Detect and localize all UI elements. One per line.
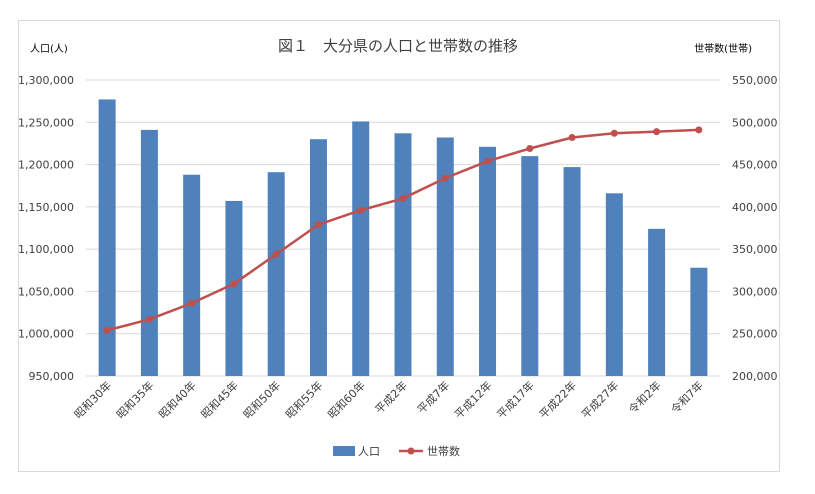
household-point xyxy=(568,134,576,142)
household-point xyxy=(484,157,492,165)
household-point xyxy=(357,206,365,214)
household-point xyxy=(610,129,618,137)
x-axis-ticks: 昭和30年 昭和35年 昭和40年 昭和45年 昭和50年 昭和55年 昭和60年 平成2年平… xyxy=(71,378,706,421)
y-tick-label: 1,250,000 xyxy=(18,116,74,129)
x-tick-label: 平成22年 xyxy=(536,378,579,421)
household-point xyxy=(188,299,196,307)
y2-axis-title: 世帯数(世帯) xyxy=(694,42,752,55)
x-tick-label: 昭和30年 xyxy=(71,378,114,421)
y-axis-ticks: 950,000 1,000,000 1,050,000 1,100,000 1,150,… xyxy=(18,74,74,383)
x-tick-label: 平成12年 xyxy=(452,378,495,421)
y2-tick-label: 250,000 xyxy=(732,328,778,341)
y2-tick-label: 400,000 xyxy=(732,201,778,214)
y2-tick-label: 350,000 xyxy=(732,243,778,256)
y-tick-label: 1,300,000 xyxy=(18,74,74,87)
population-bar xyxy=(436,137,454,376)
x-tick-label: 昭和40年 xyxy=(156,378,199,421)
y-tick-label: 1,050,000 xyxy=(18,285,74,298)
x-tick-label: 令和7年 xyxy=(668,378,706,416)
x-tick-label: 平成7年 xyxy=(414,378,452,416)
y-tick-label: 1,200,000 xyxy=(18,159,74,172)
population-bar xyxy=(309,139,327,376)
population-bar xyxy=(605,193,623,376)
x-tick-label: 平成27年 xyxy=(578,378,621,421)
household-point xyxy=(695,126,703,134)
household-point xyxy=(441,174,449,182)
x-tick-label: 令和2年 xyxy=(626,378,664,416)
y2-tick-label: 200,000 xyxy=(732,370,778,383)
x-tick-label: 昭和35年 xyxy=(113,378,156,421)
legend: 人口 世帯数 xyxy=(333,445,460,458)
household-point xyxy=(272,250,280,258)
legend-household-marker xyxy=(407,447,415,455)
household-point xyxy=(653,128,661,136)
population-bar xyxy=(352,121,370,376)
population-bar xyxy=(479,146,497,376)
legend-population-label: 人口 xyxy=(358,445,380,458)
household-point xyxy=(314,221,322,229)
household-line xyxy=(103,126,703,334)
x-tick-label: 昭和45年 xyxy=(198,378,241,421)
x-tick-label: 昭和60年 xyxy=(325,378,368,421)
household-point xyxy=(399,194,407,202)
x-tick-label: 平成2年 xyxy=(372,378,410,416)
legend-population-swatch xyxy=(333,446,355,456)
population-bar xyxy=(267,172,285,376)
y2-tick-label: 500,000 xyxy=(732,116,778,129)
y-tick-label: 1,100,000 xyxy=(18,243,74,256)
y2-axis-ticks: 200,000 250,000 300,000 350,000 400,000 450,0… xyxy=(732,74,778,383)
household-point xyxy=(230,280,238,288)
population-bar xyxy=(98,99,116,377)
y2-tick-label: 550,000 xyxy=(732,74,778,87)
population-bar xyxy=(648,228,666,376)
y-tick-label: 1,000,000 xyxy=(18,328,74,341)
population-bar xyxy=(563,167,581,376)
population-bar xyxy=(521,156,539,376)
household-point xyxy=(145,315,153,323)
population-bar xyxy=(690,267,708,376)
x-tick-label: 平成17年 xyxy=(494,378,537,421)
y-tick-label: 950,000 xyxy=(29,370,75,383)
y-tick-label: 1,150,000 xyxy=(18,201,74,214)
y2-tick-label: 300,000 xyxy=(732,285,778,298)
population-bars xyxy=(98,99,708,377)
population-bar xyxy=(140,129,158,376)
population-bar xyxy=(394,133,412,376)
household-point xyxy=(103,326,111,334)
y2-tick-label: 450,000 xyxy=(732,159,778,172)
x-tick-label: 昭和50年 xyxy=(240,378,283,421)
population-bar xyxy=(183,174,201,376)
chart-title: 図１ 大分県の人口と世帯数の推移 xyxy=(278,37,518,55)
legend-household-label: 世帯数 xyxy=(427,445,460,458)
population-bar xyxy=(225,200,243,376)
x-tick-label: 昭和55年 xyxy=(282,378,325,421)
household-point xyxy=(526,145,534,153)
y-axis-title: 人口(人) xyxy=(30,43,68,55)
